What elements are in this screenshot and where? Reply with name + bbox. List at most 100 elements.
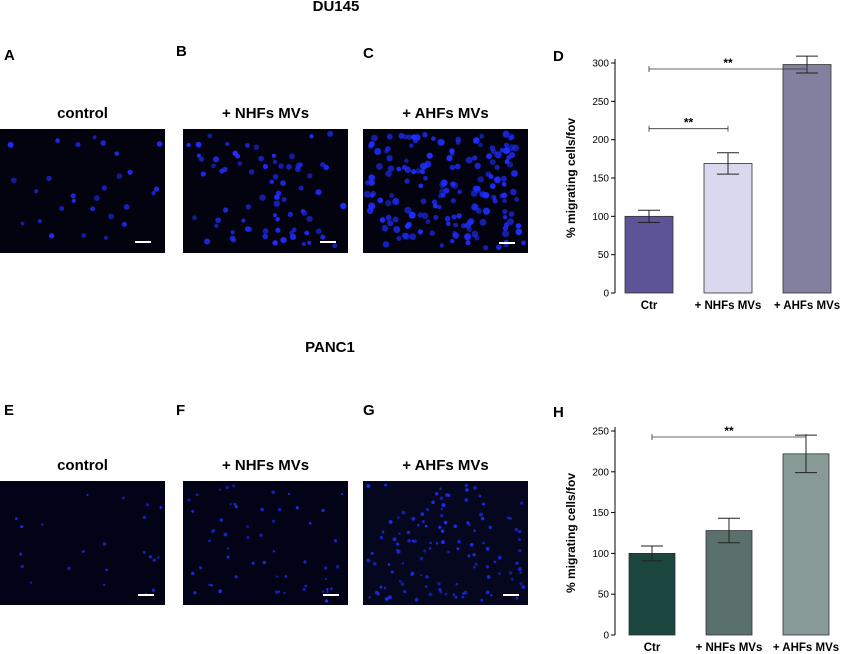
cell-nucleus xyxy=(226,555,230,559)
cell-nucleus xyxy=(281,197,287,202)
cell-nucleus xyxy=(472,485,477,490)
cell-nucleus xyxy=(192,215,197,221)
cell-nucleus xyxy=(103,583,106,587)
y-tick-label: 300 xyxy=(592,59,609,70)
significance-label: ** xyxy=(723,56,733,70)
cell-nucleus xyxy=(404,206,412,214)
cell-nucleus xyxy=(451,214,457,220)
y-tick-label: 200 xyxy=(592,135,609,146)
cell-nucleus xyxy=(269,179,275,185)
cell-nucleus xyxy=(424,585,428,588)
cell-nucleus xyxy=(376,162,383,170)
cell-nucleus xyxy=(515,561,519,565)
cell-nucleus xyxy=(298,185,304,191)
cell-nucleus xyxy=(520,501,524,505)
cell-nucleus xyxy=(204,238,211,245)
cell-nucleus xyxy=(421,212,429,220)
cell-nucleus xyxy=(479,218,487,226)
cell-nucleus xyxy=(439,496,444,500)
cell-nucleus xyxy=(407,539,411,543)
cell-nucleus xyxy=(494,164,500,170)
cell-nucleus xyxy=(465,240,471,246)
cell-nucleus xyxy=(315,228,322,235)
bar xyxy=(705,530,753,636)
cell-nucleus xyxy=(387,563,391,566)
cell-nucleus xyxy=(389,193,395,199)
cell-nucleus xyxy=(329,587,334,591)
cell-nucleus xyxy=(519,582,523,586)
cell-nucleus xyxy=(464,222,471,229)
cell-nucleus xyxy=(387,165,395,172)
y-tick-label: 50 xyxy=(598,590,610,601)
chart-svg: 0 50 100 150 200 250 % migrating cells/fov Ctr +… xyxy=(564,424,839,654)
cell-nucleus xyxy=(145,503,149,507)
cell-nucleus xyxy=(101,185,107,191)
cell-nucleus xyxy=(385,200,392,207)
cell-nucleus xyxy=(379,585,383,589)
micrograph-cells xyxy=(7,135,163,241)
cell-nucleus xyxy=(212,156,220,163)
cell-nucleus xyxy=(223,532,228,537)
cell-nucleus xyxy=(486,575,491,579)
cell-nucleus xyxy=(82,550,85,553)
cell-nucleus xyxy=(225,485,229,490)
cell-nucleus xyxy=(379,217,386,223)
cell-nucleus xyxy=(503,142,510,148)
cell-nucleus xyxy=(187,498,191,502)
cell-nucleus xyxy=(439,188,446,196)
cell-nucleus xyxy=(114,151,119,156)
cell-nucleus xyxy=(226,547,230,550)
cell-nucleus xyxy=(414,597,419,602)
cell-nucleus xyxy=(377,197,384,204)
cell-nucleus xyxy=(93,195,100,202)
cell-nucleus xyxy=(413,134,421,141)
cell-nucleus xyxy=(262,163,269,170)
cell-nucleus xyxy=(191,571,195,576)
cell-nucleus xyxy=(20,525,24,529)
cell-nucleus xyxy=(14,517,18,520)
cell-nucleus xyxy=(382,241,390,248)
cell-nucleus xyxy=(473,529,476,533)
cell-nucleus xyxy=(272,240,278,246)
cell-nucleus xyxy=(511,578,514,581)
cell-nucleus xyxy=(287,492,291,496)
cell-nucleus xyxy=(425,219,431,224)
cell-nucleus xyxy=(298,162,304,168)
cell-nucleus xyxy=(401,562,405,565)
cell-nucleus xyxy=(152,558,156,562)
cell-nucleus xyxy=(432,203,438,209)
cell-nucleus xyxy=(417,523,420,527)
y-tick-label: 250 xyxy=(592,97,609,108)
cell-nucleus xyxy=(309,134,314,139)
cell-nucleus xyxy=(434,491,439,496)
cell-nucleus xyxy=(408,211,416,219)
cell-nucleus xyxy=(450,197,457,204)
cell-nucleus xyxy=(472,553,476,557)
cell-nucleus xyxy=(510,188,517,196)
cell-nucleus xyxy=(123,204,130,210)
cell-nucleus xyxy=(271,490,275,495)
bar-chart-panc1: 0 50 100 150 200 250 % migrating cells/fov Ctr +… xyxy=(560,396,850,654)
cell-nucleus xyxy=(332,243,338,249)
cell-nucleus xyxy=(485,171,492,178)
cell-nucleus xyxy=(100,140,107,146)
cell-nucleus xyxy=(289,233,297,240)
cell-nucleus xyxy=(420,198,427,205)
cell-nucleus xyxy=(301,242,306,246)
cell-nucleus xyxy=(306,215,313,222)
cell-nucleus xyxy=(315,189,322,196)
cell-nucleus xyxy=(398,579,402,583)
cell-nucleus xyxy=(457,539,461,544)
cell-nucleus xyxy=(439,243,445,248)
cell-nucleus xyxy=(485,565,490,569)
cell-nucleus xyxy=(455,582,459,586)
panel-letter-b: B xyxy=(176,43,187,60)
cell-nucleus xyxy=(446,155,453,162)
cell-nucleus xyxy=(404,166,411,173)
cell-nucleus xyxy=(366,558,371,563)
cell-nucleus xyxy=(426,508,429,511)
cell-nucleus xyxy=(280,236,287,244)
cell-nucleus xyxy=(34,189,39,194)
cell-nucleus xyxy=(262,560,267,565)
cell-nucleus xyxy=(222,166,228,173)
